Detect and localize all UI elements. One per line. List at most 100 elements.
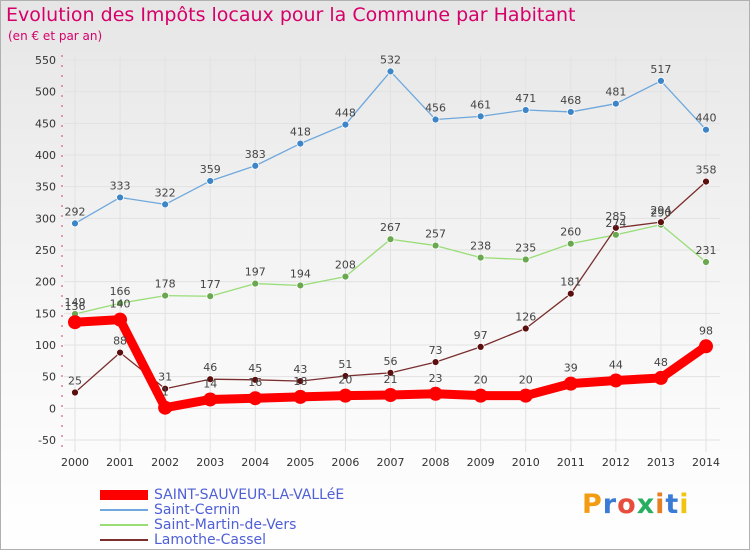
data-label: 333 xyxy=(110,179,131,192)
data-point xyxy=(386,368,395,377)
data-point xyxy=(518,388,533,403)
data-point xyxy=(383,388,398,403)
legend-item: Saint-Cernin xyxy=(100,501,344,518)
data-point xyxy=(203,392,218,407)
legend-label: Lamothe-Cassel xyxy=(154,531,267,548)
data-label: 383 xyxy=(245,148,266,161)
data-label: 177 xyxy=(200,278,221,291)
data-point xyxy=(296,377,305,386)
data-label: 440 xyxy=(696,112,717,125)
data-point xyxy=(161,200,170,209)
data-point xyxy=(428,386,443,401)
data-point xyxy=(116,348,124,357)
data-point xyxy=(521,255,530,264)
legend-label: Saint-Martin-de-Vers xyxy=(154,516,297,533)
data-label: 20 xyxy=(338,374,352,387)
data-label: 181 xyxy=(560,276,581,289)
data-label: 292 xyxy=(65,205,86,218)
data-point xyxy=(431,241,440,250)
data-point xyxy=(206,177,215,185)
y-tick-label: 200 xyxy=(35,276,56,289)
data-label: 471 xyxy=(515,92,536,105)
x-tick-label: 2009 xyxy=(467,456,495,469)
data-label: 294 xyxy=(650,204,671,217)
x-tick-label: 2002 xyxy=(151,456,179,469)
data-point xyxy=(158,400,173,415)
data-point xyxy=(699,339,713,354)
data-label: 136 xyxy=(65,300,86,313)
data-label: 98 xyxy=(699,324,713,337)
data-label: 456 xyxy=(425,102,446,115)
data-label: 231 xyxy=(696,244,717,257)
x-tick-label: 2012 xyxy=(602,456,630,469)
data-point xyxy=(473,388,488,403)
data-point xyxy=(431,115,440,124)
data-label: 16 xyxy=(248,376,262,389)
legend-label: Saint-Cernin xyxy=(154,501,241,518)
data-label: 44 xyxy=(609,358,623,371)
data-label: 97 xyxy=(474,329,488,342)
chart-title: Evolution des Impôts locaux pour la Comm… xyxy=(6,4,576,26)
data-point xyxy=(566,239,575,248)
data-label: 285 xyxy=(605,210,626,223)
y-tick-label: 150 xyxy=(35,307,56,320)
data-point xyxy=(296,139,305,148)
y-tick-label: 0 xyxy=(49,402,56,415)
data-label: 468 xyxy=(560,94,581,107)
data-point xyxy=(71,388,79,397)
data-label: 140 xyxy=(110,298,131,311)
data-point xyxy=(566,289,575,298)
data-point xyxy=(161,291,170,300)
data-label: 39 xyxy=(564,362,578,375)
data-point xyxy=(702,258,710,266)
data-point xyxy=(702,125,710,134)
data-point xyxy=(296,281,305,290)
data-point xyxy=(341,272,350,281)
data-point xyxy=(68,315,82,330)
data-point xyxy=(206,375,215,384)
data-label: 274 xyxy=(605,217,626,230)
x-tick-label: 2005 xyxy=(286,456,314,469)
data-point xyxy=(386,67,395,76)
data-point xyxy=(386,235,395,244)
data-point xyxy=(566,108,575,116)
data-label: 358 xyxy=(696,164,717,177)
axis-layer: -50 0 50 100 150 200 250 300 350 400 450 500 550 2000… xyxy=(35,54,720,469)
legend-label: SAINT-SAUVEUR-LA-VALLéE xyxy=(154,486,345,503)
data-point xyxy=(611,223,620,232)
legend-item: Saint-Martin-de-Vers xyxy=(100,516,344,533)
data-label: 532 xyxy=(380,53,401,66)
legend-swatch xyxy=(100,489,148,500)
data-point xyxy=(113,312,128,327)
data-label: 73 xyxy=(429,344,443,357)
data-label: 290 xyxy=(650,207,671,220)
x-tick-label: 2001 xyxy=(106,456,134,469)
data-label: 31 xyxy=(158,371,172,384)
data-label: 45 xyxy=(248,362,262,375)
data-label: 20 xyxy=(519,374,533,387)
y-tick-label: 500 xyxy=(35,86,56,99)
data-label: 149 xyxy=(65,296,86,309)
x-tick-label: 2006 xyxy=(331,456,359,469)
data-label: 461 xyxy=(470,98,491,111)
y-tick-label: 300 xyxy=(35,212,56,225)
data-point xyxy=(431,358,440,367)
x-tick-label: 2014 xyxy=(692,456,720,469)
data-point xyxy=(521,106,530,114)
data-point xyxy=(161,384,170,393)
data-point xyxy=(608,373,623,388)
y-tick-label: 400 xyxy=(35,149,56,162)
x-tick-label: 2004 xyxy=(241,456,269,469)
data-label: 18 xyxy=(293,375,307,388)
data-label: 418 xyxy=(290,126,311,139)
series-layer xyxy=(68,67,713,415)
data-label: 23 xyxy=(429,372,443,385)
data-label: 238 xyxy=(470,240,491,253)
data-label: 51 xyxy=(338,358,352,371)
data-label: 481 xyxy=(605,86,626,99)
legend-swatch xyxy=(100,523,148,526)
y-tick-label: 50 xyxy=(42,371,56,384)
data-label: 197 xyxy=(245,266,266,279)
data-label: 257 xyxy=(425,228,446,241)
